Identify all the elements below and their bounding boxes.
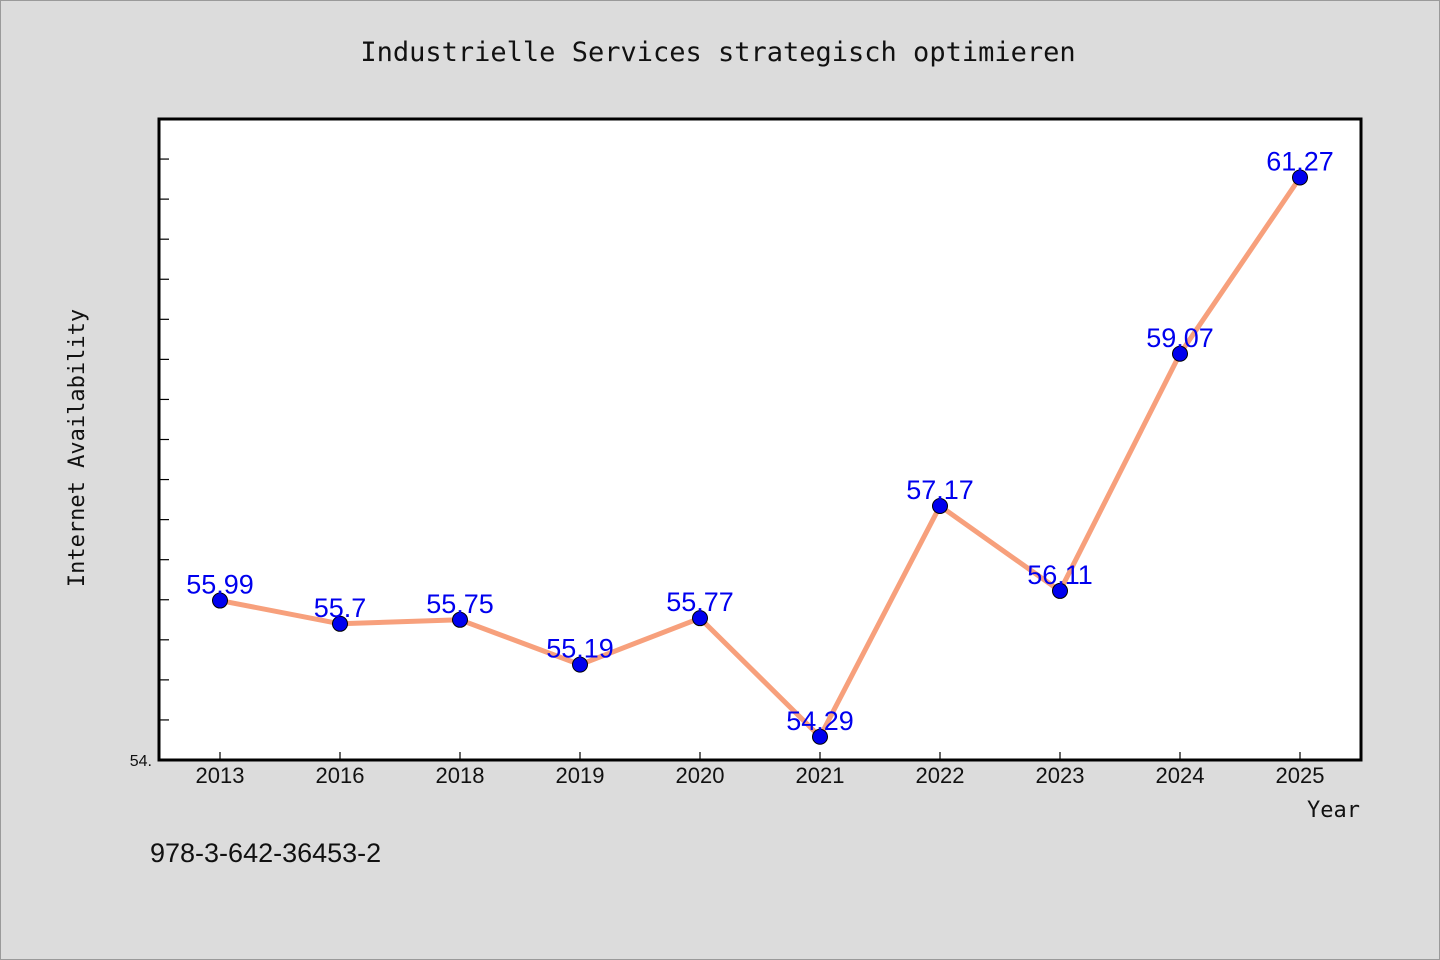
data-label: 55.75 bbox=[426, 589, 494, 619]
data-label: 55.19 bbox=[546, 634, 614, 664]
x-tick-label: 2019 bbox=[556, 763, 605, 788]
x-axis-title: Year bbox=[1307, 798, 1360, 823]
data-point bbox=[572, 656, 588, 673]
y-min-tick-label: 54. bbox=[130, 753, 152, 770]
x-tick-label: 2023 bbox=[1036, 763, 1085, 788]
chart-title: Industrielle Services strategisch optimi… bbox=[360, 37, 1075, 68]
y-axis-title: Internet Availability bbox=[65, 309, 90, 587]
x-tick-label: 2020 bbox=[676, 763, 725, 788]
data-label: 56.11 bbox=[1027, 560, 1093, 590]
plot-area bbox=[157, 117, 1363, 762]
data-markers bbox=[212, 169, 1308, 745]
data-point bbox=[452, 611, 468, 628]
data-point bbox=[1052, 582, 1068, 599]
x-tick-label: 2024 bbox=[1156, 763, 1205, 788]
data-label: 55.7 bbox=[314, 593, 367, 623]
data-label: 55.99 bbox=[186, 570, 254, 600]
data-label: 55.77 bbox=[666, 587, 734, 617]
x-tick-label: 2021 bbox=[796, 763, 845, 788]
footer-code: 978-3-642-36453-2 bbox=[150, 838, 381, 868]
series-line bbox=[217, 174, 1303, 740]
data-point bbox=[932, 498, 948, 515]
data-point bbox=[1292, 169, 1308, 186]
data-label: 54.29 bbox=[786, 706, 854, 736]
x-tick-label: 2013 bbox=[196, 763, 245, 788]
data-point bbox=[812, 728, 828, 745]
data-label: 61.27 bbox=[1266, 146, 1334, 176]
x-tick-label: 2016 bbox=[316, 763, 365, 788]
data-point bbox=[692, 610, 708, 627]
data-label: 57.17 bbox=[906, 475, 974, 505]
data-point bbox=[1172, 345, 1188, 362]
data-point bbox=[212, 592, 228, 609]
data-label: 59.07 bbox=[1146, 323, 1214, 353]
data-point bbox=[332, 615, 348, 632]
x-tick-label: 2022 bbox=[916, 763, 965, 788]
x-tick-label: 2025 bbox=[1276, 763, 1325, 788]
data-labels: 55.99 55.7 55.75 55.19 55.77 54.29 57.17 56.11 5… bbox=[186, 146, 1334, 735]
x-axis-ticks bbox=[219, 752, 1301, 760]
x-tick-label: 2018 bbox=[436, 763, 485, 788]
x-tick-labels: 2013 2016 2018 2019 2020 2021 2022 2023 2024 2025 bbox=[196, 763, 1325, 788]
y-axis-ticks bbox=[159, 118, 169, 761]
